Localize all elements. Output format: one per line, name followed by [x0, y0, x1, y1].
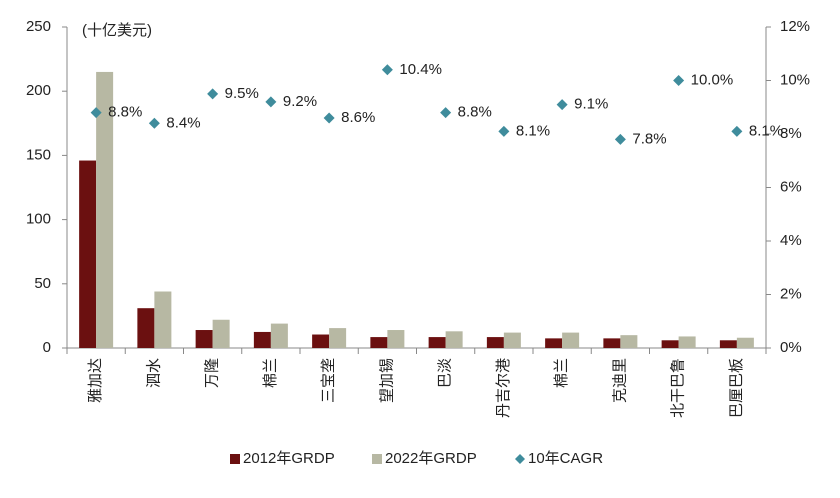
bar	[486, 337, 504, 348]
x-tick-label: 克迪里	[611, 358, 628, 403]
marker	[673, 75, 685, 86]
marker	[440, 107, 452, 119]
data-label: 9.1%	[574, 96, 608, 113]
bar	[270, 323, 288, 348]
x-tick-label: 万隆	[204, 358, 221, 388]
y-tick-label: 100	[26, 211, 51, 228]
marker	[323, 112, 335, 124]
data-label: 8.6%	[341, 109, 375, 126]
bar	[312, 334, 330, 348]
marker	[90, 107, 102, 119]
x-tick-label: 雅加达	[87, 358, 104, 403]
x-tick-label: 巴淡	[437, 358, 454, 388]
legend-label: 10年CAGR	[528, 450, 603, 467]
y2-tick-label: 10%	[780, 71, 810, 88]
bar	[678, 336, 696, 348]
x-tick-label: 泗水	[145, 358, 162, 388]
marker	[381, 64, 393, 76]
legend-label: 2012年GRDP	[243, 450, 335, 467]
data-label: 9.5%	[225, 85, 259, 102]
x-tick-label: 丹吉尔港	[495, 358, 512, 418]
bar	[96, 71, 114, 348]
bar	[545, 338, 563, 348]
bar	[329, 328, 347, 348]
marker	[498, 125, 510, 137]
legend-swatch	[372, 454, 382, 464]
data-label: 7.8%	[632, 130, 666, 147]
x-tick-label: 棉兰	[553, 358, 570, 388]
y2-tick-label: 6%	[780, 178, 802, 195]
bar	[661, 340, 679, 348]
y2-tick-label: 2%	[780, 285, 802, 302]
annotation: (十亿美元)	[82, 22, 152, 39]
marker	[556, 99, 568, 111]
x-tick-label: 望加锡	[378, 358, 395, 403]
y-tick-label: 50	[34, 275, 51, 292]
legend-swatch	[230, 454, 240, 464]
bar	[620, 335, 638, 348]
data-label: 8.8%	[108, 104, 142, 121]
data-label: 8.4%	[166, 114, 200, 131]
data-label: 8.1%	[749, 122, 783, 139]
marker	[614, 133, 626, 145]
y2-tick-label: 4%	[780, 232, 802, 249]
y-tick-label: 200	[26, 82, 51, 99]
bar	[370, 337, 388, 348]
bar	[445, 331, 463, 348]
x-tick-label: 三宝垄	[320, 358, 337, 403]
data-label: 8.8%	[458, 104, 492, 121]
bar	[428, 337, 446, 348]
x-tick-label: 棉兰	[262, 358, 279, 388]
y2-tick-label: 8%	[780, 125, 802, 142]
bar	[212, 319, 230, 348]
bar	[603, 338, 621, 348]
marker	[265, 96, 277, 108]
data-label: 8.1%	[516, 122, 550, 139]
y2-tick-label: 0%	[780, 339, 802, 356]
bar	[503, 332, 521, 348]
legend-label: 2022年GRDP	[385, 450, 477, 467]
legend-swatch	[515, 454, 525, 464]
bar	[387, 330, 405, 348]
bar	[79, 160, 97, 348]
marker	[148, 117, 160, 129]
bar	[719, 340, 737, 348]
marker	[207, 88, 219, 100]
marker	[731, 125, 743, 137]
data-label: 10.0%	[691, 71, 734, 88]
y-tick-label: 250	[26, 18, 51, 35]
bar	[562, 332, 580, 348]
y-tick-label: 150	[26, 146, 51, 163]
data-label: 9.2%	[283, 93, 317, 110]
y-tick-label: 0	[43, 339, 51, 356]
bar	[137, 308, 155, 348]
bar	[253, 331, 271, 348]
y2-tick-label: 12%	[780, 18, 810, 35]
data-label: 10.4%	[399, 61, 442, 78]
bar	[154, 291, 172, 348]
x-tick-label: 巴厘巴板	[727, 358, 745, 418]
bar	[736, 337, 754, 348]
x-tick-label: 北干巴鲁	[670, 358, 687, 418]
bar	[195, 330, 213, 348]
